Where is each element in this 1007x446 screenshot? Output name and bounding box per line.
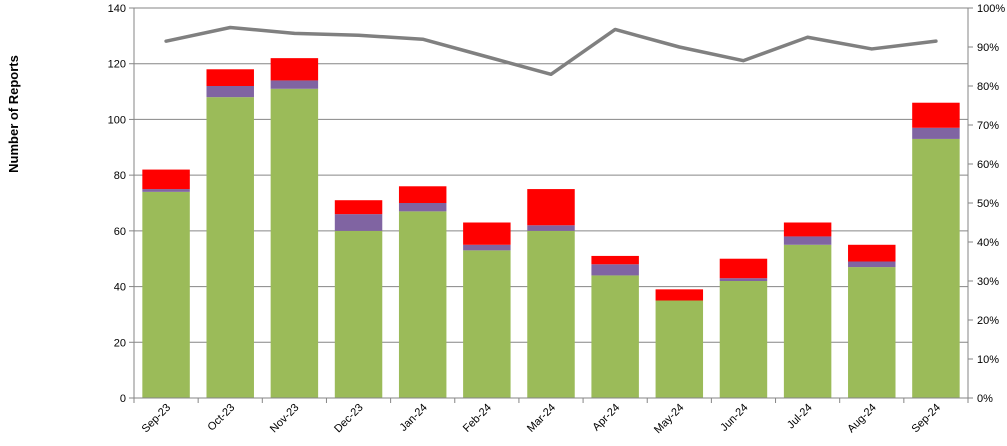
bar-segment-1-sep-23 xyxy=(142,191,190,398)
line-point-jun-24 xyxy=(741,59,745,63)
y2-tick-label-8: 80% xyxy=(977,81,999,93)
bar-segment-2-jun-24 xyxy=(719,278,768,281)
bar-segment-2-dec-23 xyxy=(334,214,383,231)
bar-segment-3-mar-24 xyxy=(527,189,575,226)
bar-segment-2-nov-23 xyxy=(270,80,319,89)
bar-segment-3-oct-23 xyxy=(206,69,254,86)
bar-segment-3-dec-23 xyxy=(334,200,383,215)
line-point-sep-23 xyxy=(164,39,168,43)
bar-segment-2-sep-23 xyxy=(142,189,190,192)
y-tick-label-120: 120 xyxy=(108,59,126,71)
line-point-dec-23 xyxy=(357,33,361,37)
bar-segment-1-may-24 xyxy=(655,300,704,398)
line-point-oct-23 xyxy=(228,26,232,29)
x-tick-label-sep-24: Sep-24 xyxy=(909,402,943,436)
axes xyxy=(129,7,973,403)
bar-segment-2-mar-24 xyxy=(527,225,575,231)
x-tick-label-nov-23: Nov-23 xyxy=(268,402,302,436)
bar-segment-3-nov-23 xyxy=(270,58,319,81)
x-tick-label-apr-24: Apr-24 xyxy=(590,402,622,434)
bar-segment-3-sep-23 xyxy=(142,169,190,190)
y-tick-label-80: 80 xyxy=(114,170,126,182)
y2-tick-label-6: 60% xyxy=(977,159,999,171)
line-point-feb-24 xyxy=(485,55,489,59)
x-tick-label-jun-24: Jun-24 xyxy=(718,402,750,434)
bar-segment-2-aug-24 xyxy=(848,261,896,268)
bar-segment-2-apr-24 xyxy=(591,264,639,276)
bar-segment-3-feb-24 xyxy=(463,222,511,245)
line-point-mar-24 xyxy=(549,72,553,76)
line-point-aug-24 xyxy=(870,47,874,51)
x-tick-label-jul-24: Jul-24 xyxy=(785,402,815,432)
bar-segment-1-feb-24 xyxy=(463,250,511,398)
bar-segment-2-sep-24 xyxy=(912,127,960,139)
line-point-may-24 xyxy=(677,45,681,49)
line-point-jan-24 xyxy=(421,37,425,41)
bar-segment-3-may-24 xyxy=(655,289,704,301)
bar-segment-3-sep-24 xyxy=(912,102,960,128)
y2-tick-label-10: 100% xyxy=(977,3,1005,15)
x-tick-label-may-24: May-24 xyxy=(652,402,686,436)
y2-tick-label-5: 50% xyxy=(977,198,999,210)
line-point-nov-23 xyxy=(292,31,296,35)
bar-segment-3-jul-24 xyxy=(783,222,832,237)
bar-segment-3-jun-24 xyxy=(719,258,768,279)
line-point-sep-24 xyxy=(934,39,938,43)
y2-tick-label-3: 30% xyxy=(977,276,999,288)
x-tick-label-sep-23: Sep-23 xyxy=(140,402,174,436)
bar-segment-3-jan-24 xyxy=(398,186,447,203)
y-tick-label-0: 0 xyxy=(120,393,126,405)
y2-tick-label-0: 0% xyxy=(977,393,993,405)
x-tick-label-jan-24: Jan-24 xyxy=(398,402,430,434)
bar-segment-1-jul-24 xyxy=(783,244,832,398)
bar-segment-3-aug-24 xyxy=(848,244,896,262)
y-tick-label-100: 100 xyxy=(108,114,126,126)
line-point-jul-24 xyxy=(806,35,810,39)
line-point-apr-24 xyxy=(613,27,617,31)
bar-segment-1-mar-24 xyxy=(527,230,575,398)
bar-segment-1-sep-24 xyxy=(912,138,960,398)
y-tick-label-20: 20 xyxy=(114,337,126,349)
y2-tick-label-1: 10% xyxy=(977,354,999,366)
y2-tick-label-4: 40% xyxy=(977,237,999,249)
y-tick-label-60: 60 xyxy=(114,226,126,238)
bar-segment-1-oct-23 xyxy=(206,97,254,399)
percentage-line-layer xyxy=(164,25,938,77)
bar-segment-3-apr-24 xyxy=(591,255,639,265)
bar-segment-1-dec-23 xyxy=(334,230,383,398)
y-tick-label-40: 40 xyxy=(114,282,126,294)
bars xyxy=(142,58,960,399)
bar-segment-2-feb-24 xyxy=(463,244,511,251)
x-tick-label-mar-24: Mar-24 xyxy=(525,402,558,435)
y-axis-label: Number of Reports xyxy=(6,55,21,173)
bar-segment-2-jul-24 xyxy=(783,236,832,245)
x-tick-label-oct-23: Oct-23 xyxy=(206,402,238,434)
y2-tick-label-2: 20% xyxy=(977,315,999,327)
bar-segment-1-nov-23 xyxy=(270,88,319,399)
y2-tick-label-7: 70% xyxy=(977,120,999,132)
y-tick-label-140: 140 xyxy=(108,3,126,15)
x-tick-label-dec-23: Dec-23 xyxy=(332,402,366,436)
x-tick-label-aug-24: Aug-24 xyxy=(845,402,879,436)
x-tick-label-feb-24: Feb-24 xyxy=(461,402,494,435)
bar-segment-1-jun-24 xyxy=(719,281,768,398)
bar-segment-1-jan-24 xyxy=(398,211,447,398)
bar-segment-1-aug-24 xyxy=(848,267,896,398)
y2-tick-label-9: 90% xyxy=(977,42,999,54)
bar-segment-2-jan-24 xyxy=(398,203,447,212)
bar-segment-1-apr-24 xyxy=(591,275,639,398)
bar-segment-2-oct-23 xyxy=(206,86,254,98)
